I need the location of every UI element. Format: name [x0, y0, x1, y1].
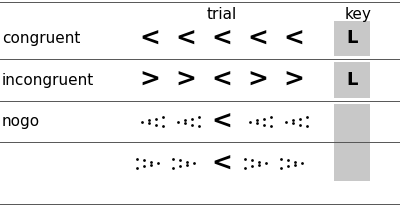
- Text: <: <: [140, 26, 160, 51]
- Point: [177, 158, 183, 162]
- Point: [189, 123, 195, 126]
- Text: <: <: [212, 151, 232, 175]
- Bar: [334, 104, 370, 181]
- Point: [249, 165, 255, 168]
- Point: [182, 119, 188, 122]
- Point: [153, 117, 159, 120]
- Point: [297, 123, 303, 126]
- Point: [196, 115, 202, 119]
- Point: [170, 166, 176, 170]
- Point: [285, 158, 291, 162]
- Text: <: <: [284, 26, 304, 51]
- Point: [256, 160, 262, 163]
- Point: [134, 157, 140, 160]
- Point: [139, 120, 145, 123]
- Text: <: <: [176, 26, 196, 51]
- Point: [182, 121, 188, 125]
- Point: [254, 119, 260, 122]
- Point: [148, 160, 154, 163]
- Point: [292, 163, 298, 166]
- Text: incongruent: incongruent: [2, 73, 94, 88]
- Point: [261, 123, 267, 126]
- Text: <: <: [212, 110, 232, 134]
- Point: [148, 163, 154, 166]
- Point: [177, 165, 183, 168]
- Point: [242, 166, 248, 170]
- Point: [290, 121, 296, 125]
- Point: [292, 160, 298, 163]
- Point: [191, 162, 197, 165]
- Text: >: >: [176, 68, 196, 92]
- Point: [297, 117, 303, 120]
- Point: [160, 115, 166, 119]
- Text: >: >: [140, 68, 160, 92]
- Text: >: >: [248, 68, 268, 92]
- Point: [196, 125, 202, 128]
- Text: key: key: [344, 7, 372, 22]
- Point: [278, 166, 284, 170]
- Text: <: <: [248, 26, 268, 51]
- Point: [285, 165, 291, 168]
- Text: <: <: [212, 26, 232, 51]
- Text: congruent: congruent: [2, 31, 80, 46]
- Point: [268, 115, 274, 119]
- Point: [283, 120, 289, 123]
- Point: [261, 117, 267, 120]
- Text: L: L: [346, 30, 358, 47]
- Point: [146, 119, 152, 122]
- Point: [184, 160, 190, 163]
- Text: nogo: nogo: [2, 114, 40, 129]
- Bar: [334, 21, 370, 56]
- Text: L: L: [346, 71, 358, 89]
- Point: [278, 157, 284, 160]
- Point: [141, 165, 147, 168]
- Point: [175, 120, 181, 123]
- Point: [146, 121, 152, 125]
- Point: [299, 162, 305, 165]
- Point: [254, 121, 260, 125]
- Point: [189, 117, 195, 120]
- Point: [247, 120, 253, 123]
- Point: [242, 157, 248, 160]
- Text: trial: trial: [207, 7, 237, 22]
- Point: [184, 163, 190, 166]
- Point: [155, 162, 161, 165]
- Text: <: <: [212, 68, 232, 92]
- Point: [290, 119, 296, 122]
- Point: [160, 125, 166, 128]
- Bar: [334, 62, 370, 98]
- Point: [304, 125, 310, 128]
- Point: [263, 162, 269, 165]
- Point: [153, 123, 159, 126]
- Point: [304, 115, 310, 119]
- Point: [141, 158, 147, 162]
- Point: [256, 163, 262, 166]
- Text: >: >: [284, 68, 304, 92]
- Point: [249, 158, 255, 162]
- Point: [134, 166, 140, 170]
- Point: [268, 125, 274, 128]
- Point: [170, 157, 176, 160]
